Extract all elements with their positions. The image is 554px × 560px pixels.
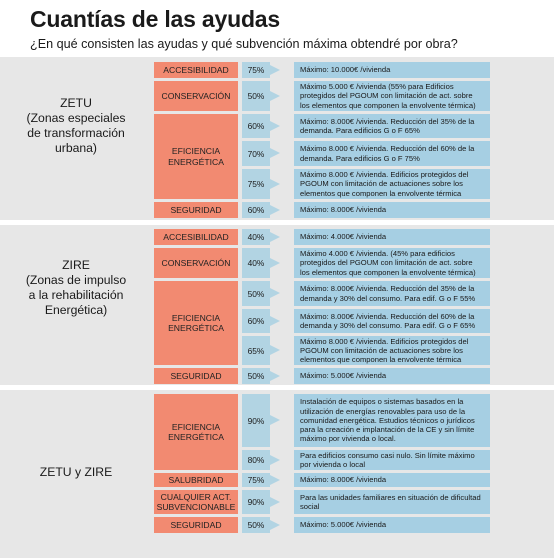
description-cell: Máximo 8.000 € /vivienda. Edificios prot… [294,169,490,199]
arrow-icon [270,148,280,158]
description-cell: Máximo: 8.000€ /vivienda. Reducción del … [294,309,490,333]
category-seguridad: SEGURIDAD [154,202,238,218]
page-title: Cuantías de las ayudas [30,6,280,32]
arrow-icon [270,288,280,298]
arrow-icon [270,65,280,75]
description-cell: Máximo: 5.000€ /vivienda [294,517,490,533]
percent-cell: 60% [242,309,270,333]
page-subtitle: ¿En qué consisten las ayudas y qué subve… [30,37,458,51]
description-cell: Para las unidades familiares en situació… [294,490,490,514]
category-seguridad: SEGURIDAD [154,368,238,384]
percent-cell: 80% [242,450,270,470]
percent-cell: 75% [242,62,270,78]
percent-cell: 60% [242,114,270,138]
arrow-icon [270,205,280,215]
percent-cell: 50% [242,368,270,384]
description-cell: Máximo: 8.000€ /vivienda [294,473,490,487]
arrow-icon [270,475,280,485]
arrow-icon [270,455,280,465]
category-eficiencia-energetica: EFICIENCIA ENERGÉTICA [154,114,238,199]
category-salubridad: SALUBRIDAD [154,473,238,487]
arrow-icon [270,121,280,131]
arrow-icon [270,91,280,101]
percent-cell: 90% [242,394,270,447]
group-label-zetu: ZETU (Zonas especiales de transformación… [26,96,126,155]
group-label-zetu-zire: ZETU y ZIRE [39,465,113,479]
category-seguridad: SEGURIDAD [154,517,238,533]
percent-cell: 65% [242,336,270,365]
description-cell: Máximo: 8.000€ /vivienda. Reducción del … [294,281,490,306]
description-cell: Máximo 4.000 € /vivienda. (45% para edif… [294,248,490,278]
description-cell: Máximo 8.000 € /vivienda. Reducción del … [294,141,490,166]
percent-cell: 50% [242,517,270,533]
category-eficiencia-energetica: EFICIENCIA ENERGÉTICA [154,394,238,470]
percent-cell: 40% [242,248,270,278]
description-cell: Máximo: 10.000€ /vivienda [294,62,490,78]
category-eficiencia-energetica: EFICIENCIA ENERGÉTICA [154,281,238,365]
arrow-icon [270,232,280,242]
arrow-icon [270,179,280,189]
arrow-icon [270,316,280,326]
description-cell: Máximo: 4.000€ /vivienda [294,229,490,245]
percent-cell: 75% [242,473,270,487]
category-accesibilidad: ACCESIBILIDAD [154,229,238,245]
percent-cell: 50% [242,81,270,111]
arrow-icon [270,371,280,381]
group-label-zire: ZIRE (Zonas de impulso a la rehabilitaci… [25,258,127,317]
percent-cell: 40% [242,229,270,245]
description-cell: Para edificios consumo casi nulo. Sin lí… [294,450,490,470]
category-conservacion: CONSERVACIÓN [154,81,238,111]
description-cell: Máximo: 8.000€ /vivienda. Reducción del … [294,114,490,138]
description-cell: Máximo 5.000 € /vivienda (55% para Edifi… [294,81,490,111]
category-accesibilidad: ACCESIBILIDAD [154,62,238,78]
description-cell: Máximo: 5.000€ /vivienda [294,368,490,384]
description-cell: Instalación de equipos o sistemas basado… [294,394,490,447]
description-cell: Máximo 8.000 € /vivienda. Edificios prot… [294,336,490,365]
percent-cell: 90% [242,490,270,514]
arrow-icon [270,345,280,355]
arrow-icon [270,258,280,268]
percent-cell: 50% [242,281,270,306]
percent-cell: 60% [242,202,270,218]
arrow-icon [270,520,280,530]
arrow-icon [270,497,280,507]
percent-cell: 75% [242,169,270,199]
description-cell: Máximo: 8.000€ /vivienda [294,202,490,218]
category-cualquier-act-subvencionable: CUALQUIER ACT. SUBVENCIONABLE [154,490,238,514]
arrow-icon [270,415,280,425]
percent-cell: 70% [242,141,270,166]
category-conservacion: CONSERVACIÓN [154,248,238,278]
